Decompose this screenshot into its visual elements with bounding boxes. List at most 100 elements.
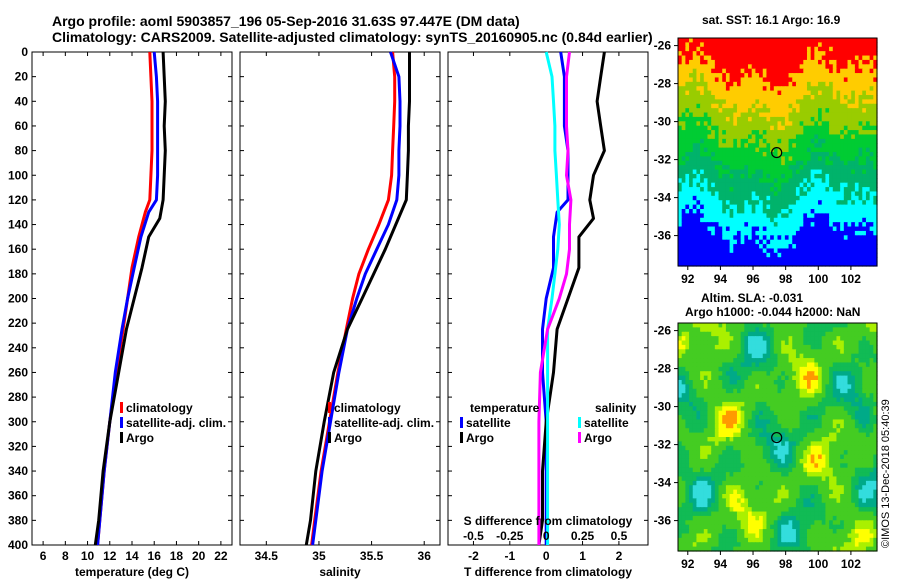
map-cell — [714, 116, 720, 122]
map-cell — [806, 454, 812, 460]
map-cell — [703, 437, 709, 442]
map-cell — [781, 248, 786, 254]
map-cell — [755, 152, 760, 157]
map-cell — [762, 467, 768, 473]
map-cell — [814, 388, 819, 394]
map-cell — [869, 86, 874, 92]
map-cell — [759, 51, 764, 57]
map-cell — [795, 410, 801, 416]
map-cell — [821, 463, 827, 469]
map-cell — [862, 134, 867, 140]
map-cell — [806, 244, 812, 250]
map-cell — [821, 187, 827, 193]
map-cell — [854, 472, 860, 478]
map-cell — [689, 226, 694, 232]
map-cell — [854, 327, 860, 333]
map-cell — [748, 200, 753, 206]
map-cell — [873, 419, 878, 425]
map-cell — [843, 222, 849, 228]
map-cell — [707, 450, 712, 456]
map-cell — [777, 458, 782, 464]
map-cell — [692, 432, 698, 438]
map-cell — [825, 450, 830, 456]
map-cell — [759, 454, 764, 460]
map-cell — [711, 401, 716, 407]
map-cell — [869, 235, 874, 241]
map-cell — [751, 235, 756, 241]
map-cell — [748, 152, 753, 157]
map-cell — [770, 213, 775, 219]
map-cell — [685, 261, 690, 267]
map-cell — [696, 252, 701, 258]
map-cell — [689, 130, 694, 136]
map-cell — [854, 393, 860, 399]
map-cell — [718, 415, 723, 421]
map-cell — [696, 178, 701, 184]
map-cell — [678, 384, 683, 390]
map-cell — [755, 358, 760, 364]
map-cell — [829, 397, 834, 403]
map-cell — [707, 121, 712, 127]
map-cell — [678, 55, 683, 61]
map-cell — [840, 472, 845, 478]
map-cell — [806, 95, 812, 100]
map-cell — [836, 323, 841, 328]
legend-swatch — [460, 432, 463, 443]
map-cell — [810, 143, 815, 149]
map-cell — [748, 182, 753, 188]
map-cell — [865, 99, 871, 105]
map-cell — [755, 38, 760, 43]
map-cell — [685, 437, 690, 442]
map-cell — [703, 55, 709, 61]
map-cell — [703, 130, 709, 136]
map-cell — [692, 428, 698, 434]
map-cell — [806, 81, 812, 87]
map-cell — [773, 327, 779, 333]
map-cell — [692, 187, 698, 193]
map-cell — [773, 178, 779, 184]
map-cell — [784, 51, 790, 57]
map-cell — [755, 55, 760, 61]
map-cell — [722, 353, 727, 359]
map-cell — [707, 42, 712, 48]
map-cell — [818, 230, 823, 236]
map-cell — [773, 472, 779, 478]
map-cell — [851, 55, 856, 61]
map-cell — [714, 46, 720, 52]
map-cell — [803, 116, 808, 122]
map-cell — [799, 393, 804, 399]
map-cell — [803, 257, 808, 263]
map-cell — [722, 204, 727, 210]
map-cell — [689, 187, 694, 193]
map-cell — [725, 226, 731, 232]
map-cell — [810, 349, 815, 355]
map-cell — [851, 121, 856, 127]
map-cell — [865, 178, 871, 184]
map-cell — [729, 195, 734, 201]
map-cell — [781, 393, 786, 399]
map-cell — [832, 406, 838, 412]
map-cell — [858, 138, 863, 144]
map-cell — [696, 213, 701, 219]
map-cell — [744, 252, 749, 258]
map-cell — [711, 419, 716, 425]
map-cell — [740, 38, 745, 43]
map-cell — [803, 336, 808, 342]
map-cell — [836, 230, 841, 236]
map-cell — [685, 419, 690, 425]
map-cell — [718, 323, 723, 328]
map-cell — [751, 59, 756, 65]
map-cell — [858, 191, 863, 197]
map-cell — [692, 200, 698, 206]
map-cell — [851, 38, 856, 43]
map-cell — [751, 173, 756, 179]
map-cell — [873, 252, 878, 258]
map-cell — [840, 152, 845, 157]
map-cell — [795, 125, 801, 131]
map-cell — [825, 261, 830, 267]
map-cell — [740, 450, 745, 456]
map-cell — [784, 191, 790, 197]
map-cell — [818, 327, 823, 333]
map-cell — [762, 230, 768, 236]
map-cell — [725, 415, 731, 421]
